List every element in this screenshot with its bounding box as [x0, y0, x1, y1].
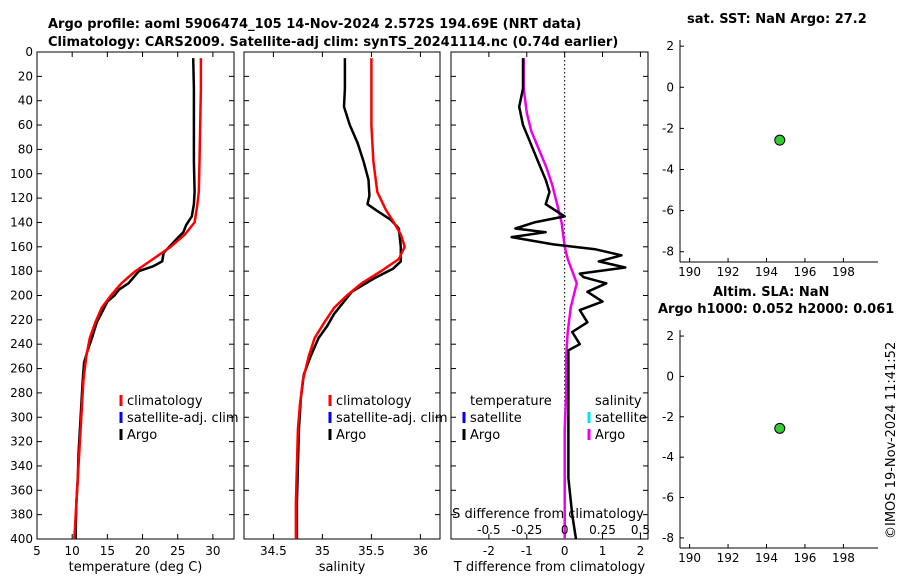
depth-tick-label: 320	[10, 435, 33, 449]
sst-xtick-label: 198	[832, 265, 855, 279]
temperature-axes-box	[36, 51, 235, 540]
temperature-xtick-label: 30	[205, 544, 220, 558]
figure-title-line1: Argo profile: aoml 5906474_105 14-Nov-20…	[48, 17, 581, 32]
depth-tick-label: 340	[10, 459, 33, 473]
depth-tick-label: 40	[18, 94, 33, 108]
temperature-climatology-line	[73, 58, 203, 539]
difference-xtick-label: 0	[561, 544, 569, 558]
depth-tick-label: 220	[10, 313, 33, 327]
temperature-xlabel: temperature (deg C)	[69, 560, 203, 575]
temperature-legend-climatology-label: climatology	[127, 394, 203, 409]
sst-ytick-label: 2	[666, 39, 674, 53]
salinity-legend-satellite-label: satellite-adj. clim	[336, 411, 448, 426]
sst-xtick-label: 192	[717, 265, 740, 279]
salinity-xtick-label: 36	[413, 544, 428, 558]
difference-salinity-argo-line	[522, 58, 579, 539]
temperature-legend-satellite-label: satellite-adj. clim	[127, 411, 239, 426]
salinity-xtick-label: 35.5	[358, 544, 385, 558]
sla-ytick-label: -8	[662, 531, 674, 545]
difference-s-tick-label: 0.25	[589, 523, 616, 537]
sst-xtick-label: 196	[793, 265, 816, 279]
difference-s-tick-label: 0	[561, 523, 569, 537]
figure-title-line2: Climatology: CARS2009. Satellite-adj cli…	[48, 35, 618, 50]
difference-s-tick-label: -0.25	[511, 523, 542, 537]
depth-tick-label: 0	[25, 45, 33, 59]
salinity-xlabel: salinity	[319, 560, 366, 575]
temperature-argo-line	[74, 58, 196, 539]
salinity-climatology-line	[294, 58, 406, 539]
difference-xtick-label: 1	[599, 544, 607, 558]
sst-xtick-label: 194	[755, 265, 778, 279]
sla-panel-title: Altim. SLA: NaN	[713, 285, 829, 300]
difference-axes-box	[450, 51, 649, 540]
depth-tick-label: 160	[10, 240, 33, 254]
depth-tick-label: 120	[10, 191, 33, 205]
difference-xtick-label: 2	[637, 544, 645, 558]
difference-s-tick-label: -0.5	[477, 523, 500, 537]
depth-tick-label: 260	[10, 362, 33, 376]
sst-ytick-label: -6	[662, 204, 674, 218]
difference-xtick-label: -1	[521, 544, 533, 558]
temperature-xtick-label: 25	[170, 544, 185, 558]
depth-tick-label: 360	[10, 483, 33, 497]
difference-xtick-label: -2	[483, 544, 495, 558]
salinity-legend-argo-label: Argo	[336, 428, 366, 443]
depth-tick-label: 380	[10, 508, 33, 522]
depth-tick-label: 280	[10, 386, 33, 400]
sla-xtick-label: 192	[717, 551, 740, 565]
sla-panel-subtitle: Argo h1000: 0.052 h2000: 0.061	[658, 302, 894, 317]
sst-ytick-label: -8	[662, 245, 674, 259]
difference-legend-s-argo-label: Argo	[595, 428, 625, 443]
depth-tick-label: 20	[18, 69, 33, 83]
difference-temperature-argo-line	[510, 58, 627, 539]
sla-xtick-label: 190	[678, 551, 701, 565]
salinity-legend-climatology-label: climatology	[336, 394, 412, 409]
salinity-xtick-label: 34.5	[260, 544, 287, 558]
sst-ytick-label: -4	[662, 163, 674, 177]
temperature-xtick-label: 15	[100, 544, 115, 558]
depth-tick-label: 400	[10, 532, 33, 546]
difference-s-xlabel: S difference from climatology	[452, 507, 644, 522]
temperature-xtick-label: 10	[65, 544, 80, 558]
salinity-axes-box	[243, 51, 441, 540]
depth-tick-label: 300	[10, 410, 33, 424]
sst-xtick-label: 190	[678, 265, 701, 279]
depth-tick-label: 80	[18, 142, 33, 156]
depth-tick-label: 200	[10, 289, 33, 303]
sla-xtick-label: 194	[755, 551, 778, 565]
difference-legend-t-argo-label: Argo	[470, 428, 500, 443]
sla-ytick-label: -6	[662, 491, 674, 505]
imos-footer: ©IMOS 19-Nov-2024 11:41:52	[884, 342, 899, 539]
sla-argo-location-point	[774, 422, 786, 434]
temperature-legend-argo-label: Argo	[127, 428, 157, 443]
sla-xtick-label: 196	[793, 551, 816, 565]
sla-ytick-label: -4	[662, 450, 674, 464]
depth-tick-label: 180	[10, 264, 33, 278]
salinity-argo-line	[295, 58, 403, 539]
sst-ytick-label: 0	[666, 80, 674, 94]
sst-panel-title: sat. SST: NaN Argo: 27.2	[687, 12, 867, 27]
sla-xtick-label: 198	[832, 551, 855, 565]
sst-ytick-label: -2	[662, 121, 674, 135]
sla-ytick-label: -2	[662, 410, 674, 424]
depth-tick-label: 60	[18, 118, 33, 132]
sla-ytick-label: 2	[666, 329, 674, 343]
difference-xlabel: T difference from climatology	[453, 560, 646, 575]
difference-legend-t-satellite-label: satellite	[470, 411, 522, 426]
salinity-xtick-label: 35	[315, 544, 330, 558]
temperature-xtick-label: 5	[33, 544, 41, 558]
depth-tick-label: 240	[10, 337, 33, 351]
depth-tick-label: 140	[10, 215, 33, 229]
temperature-xtick-label: 20	[135, 544, 150, 558]
difference-legend-s-satellite-label: satellite	[595, 411, 647, 426]
sla-ytick-label: 0	[666, 369, 674, 383]
difference-s-tick-label: 0.5	[631, 523, 650, 537]
difference-legend-temperature-title: temperature	[470, 394, 552, 409]
difference-legend-salinity-title: salinity	[595, 394, 642, 409]
depth-tick-label: 100	[10, 167, 33, 181]
sst-argo-location-point	[774, 134, 786, 146]
